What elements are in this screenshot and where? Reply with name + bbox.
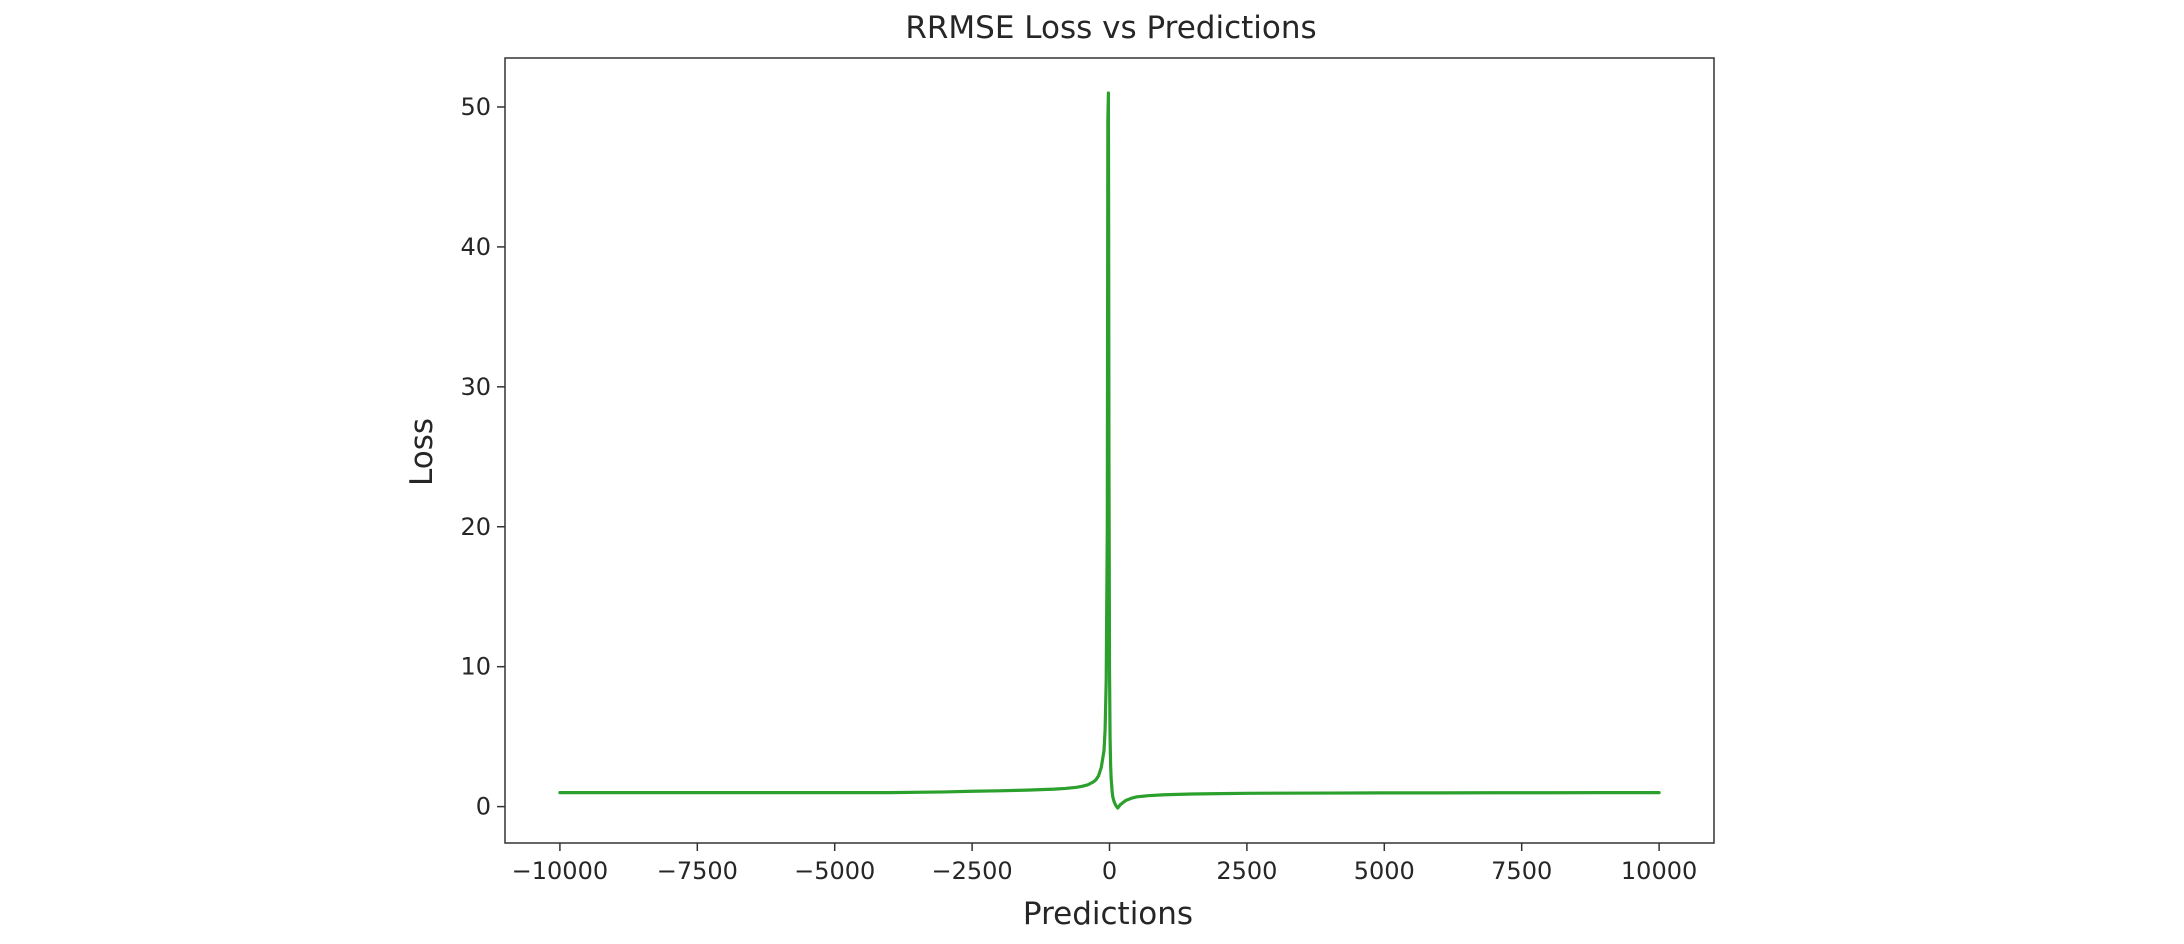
y-tick-label: 10 xyxy=(460,653,491,681)
y-tick-label: 30 xyxy=(460,373,491,401)
x-tick-label: 10000 xyxy=(1621,857,1697,885)
y-axis-label: Loss xyxy=(404,418,440,486)
x-tick-label: 5000 xyxy=(1354,857,1415,885)
chart-title: RRMSE Loss vs Predictions xyxy=(905,10,1316,46)
loss-line xyxy=(558,91,1661,810)
y-tick-label: 40 xyxy=(460,233,491,261)
x-tick-label: −7500 xyxy=(657,857,738,885)
x-axis-label: Predictions xyxy=(1023,896,1193,932)
y-tick-label: 20 xyxy=(460,513,491,541)
y-tick-label: 0 xyxy=(476,793,491,821)
x-tick-label: 2500 xyxy=(1216,857,1277,885)
x-ticks: −10000 −7500 −5000 −2500 0 2500 5000 7500 10000 xyxy=(512,843,1697,885)
plot-frame xyxy=(504,57,1715,844)
y-ticks: 0 10 20 30 40 50 xyxy=(460,93,505,821)
x-tick-label: 7500 xyxy=(1491,857,1552,885)
x-tick-label: −2500 xyxy=(932,857,1013,885)
x-tick-label: 0 xyxy=(1102,857,1117,885)
x-tick-label: −5000 xyxy=(794,857,875,885)
x-tick-label: −10000 xyxy=(512,857,608,885)
y-tick-label: 50 xyxy=(460,93,491,121)
series-layer xyxy=(558,91,1661,810)
